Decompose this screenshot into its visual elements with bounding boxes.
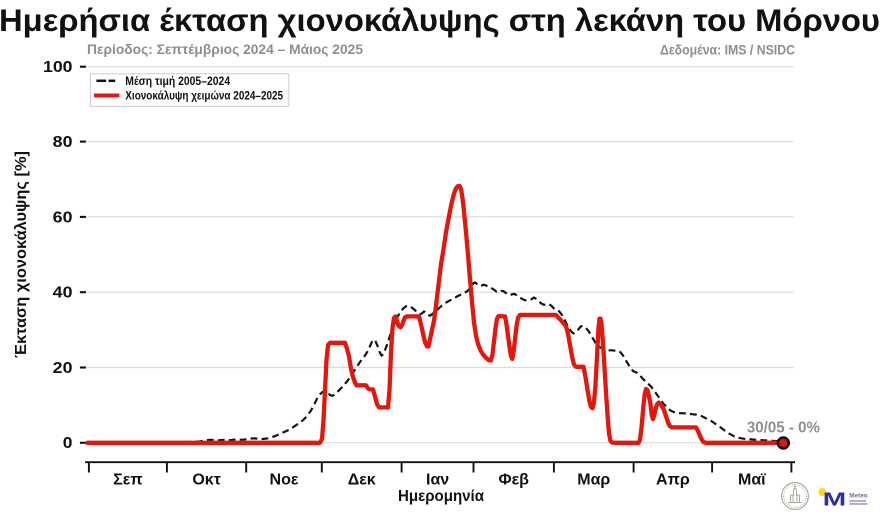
svg-text:Μαρ: Μαρ	[577, 471, 610, 488]
svg-text:Ημερομηνία: Ημερομηνία	[398, 488, 484, 505]
svg-text:Φεβ: Φεβ	[498, 471, 529, 488]
svg-text:Ιαν: Ιαν	[426, 471, 449, 488]
svg-text:Σεπ: Σεπ	[113, 471, 142, 488]
svg-text:Απρ: Απρ	[656, 471, 690, 488]
svg-text:Δεδομένα: IMS / NSIDC: Δεδομένα: IMS / NSIDC	[660, 43, 795, 58]
svg-text:80: 80	[53, 134, 73, 151]
svg-text:Ημερήσια έκταση χιονοκάλυψης σ: Ημερήσια έκταση χιονοκάλυψης στη λεκάνη …	[0, 2, 880, 38]
svg-text:M: M	[823, 490, 846, 510]
svg-text:Νοε: Νοε	[270, 471, 299, 488]
svg-text:60: 60	[53, 209, 73, 226]
svg-text:Οκτ: Οκτ	[192, 471, 221, 488]
svg-text:Δεκ: Δεκ	[348, 471, 376, 488]
svg-text:Meteo: Meteo	[849, 492, 867, 499]
svg-text:100: 100	[43, 59, 73, 76]
svg-text:Μέση τιμή 2005–2024: Μέση τιμή 2005–2024	[125, 76, 230, 88]
svg-text:20: 20	[53, 360, 73, 377]
svg-text:30/05 - 0%: 30/05 - 0%	[747, 420, 820, 437]
svg-text:Χιονοκάλυψη χειμώνα 2024–2025: Χιονοκάλυψη χειμώνα 2024–2025	[125, 91, 283, 103]
svg-text:0: 0	[63, 435, 73, 452]
svg-text:40: 40	[53, 285, 73, 302]
svg-text:Έκταση χιονοκάλυψης [%]: Έκταση χιονοκάλυψης [%]	[13, 151, 30, 358]
svg-text:Μαϊ: Μαϊ	[738, 471, 766, 488]
svg-text:Περίοδος: Σεπτέμβριος 2024 – Μ: Περίοδος: Σεπτέμβριος 2024 – Μάιος 2025	[87, 41, 363, 57]
